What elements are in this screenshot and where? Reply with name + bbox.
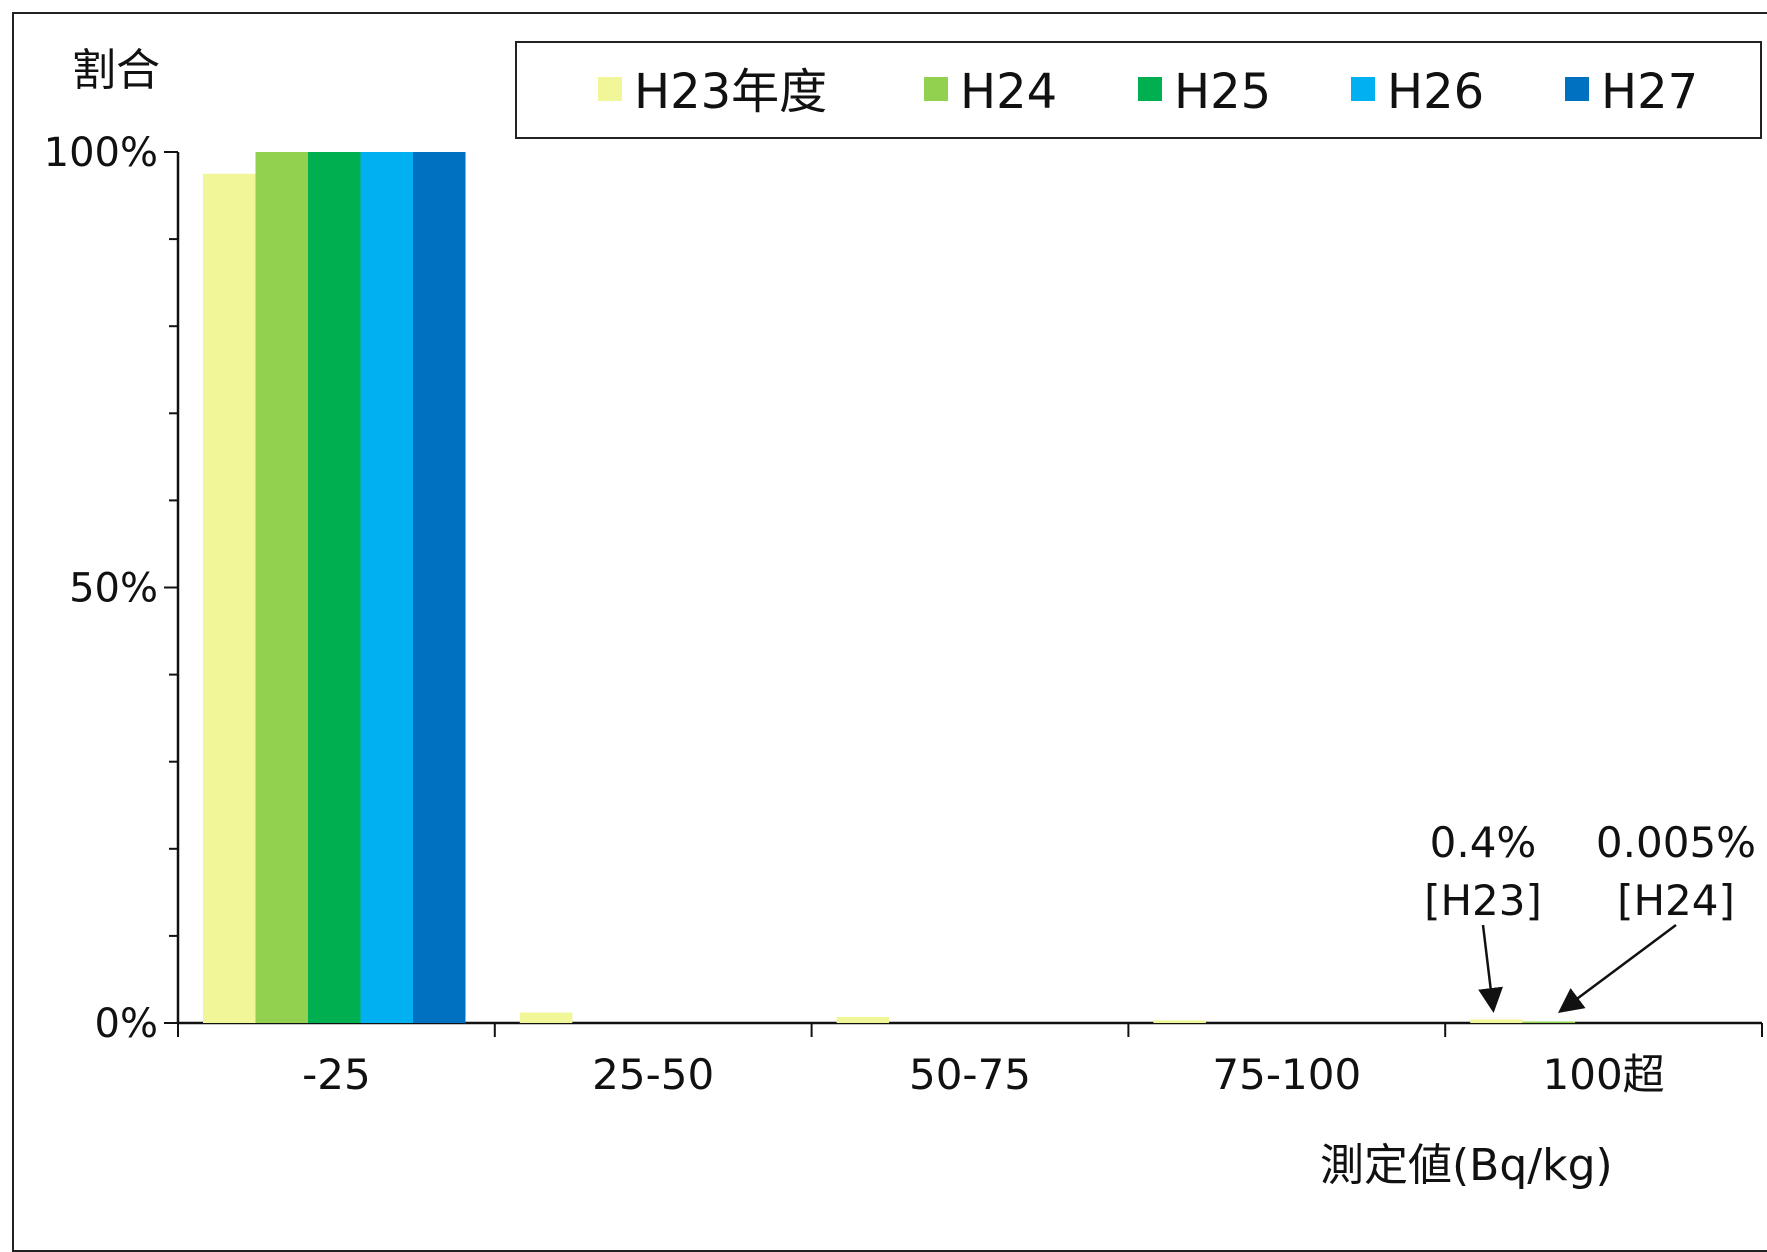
annotation-h23-arrow <box>1478 924 1504 1013</box>
bar <box>1522 1021 1576 1023</box>
x-axis-title: 測定値(Bq/kg) <box>1320 1140 1613 1191</box>
bar <box>836 1016 890 1023</box>
legend-label: H25 <box>1174 64 1271 120</box>
bar <box>255 152 308 1023</box>
bar <box>360 152 413 1023</box>
x-category-label: 50-75 <box>909 1050 1031 1099</box>
y-tick-label: 0% <box>95 1001 158 1047</box>
bar <box>1470 1019 1523 1023</box>
x-category-label: 75-100 <box>1212 1050 1361 1099</box>
legend-label: H26 <box>1387 64 1484 120</box>
bar <box>203 173 256 1023</box>
legend-swatch <box>598 77 622 101</box>
legend-swatch <box>924 77 948 101</box>
annotations: 0.4% [H23] 0.005% [H24] <box>1424 818 1756 1013</box>
legend-swatch <box>1138 77 1162 101</box>
legend-swatch <box>1351 77 1375 101</box>
legend-label: H23年度 <box>634 64 827 120</box>
bar <box>1153 1020 1206 1023</box>
annotation-h24-value: 0.005% <box>1596 818 1756 867</box>
y-ticks: 0% 50% 100% <box>44 130 158 1047</box>
annotation-h24-label: [H24] <box>1617 876 1735 925</box>
x-category-label: 100超 <box>1543 1050 1665 1099</box>
bar <box>413 152 466 1023</box>
y-tick-label: 100% <box>44 130 158 176</box>
x-categories: -25 25-50 50-75 75-100 100超 <box>302 1050 1665 1099</box>
bar-chart: 割合 H23年度 H24 H25 H26 H27 0% 50% 100% -25 25-50 5… <box>44 41 1763 1191</box>
bar <box>519 1012 573 1023</box>
legend: H23年度 H24 H25 H26 H27 <box>515 41 1762 139</box>
annotation-h23-label: [H23] <box>1424 876 1542 925</box>
x-category-label: -25 <box>302 1050 371 1099</box>
legend-swatch <box>1565 77 1589 101</box>
legend-label: H27 <box>1601 64 1698 120</box>
annotation-h23-value: 0.4% <box>1430 818 1537 867</box>
bars <box>203 152 1576 1023</box>
x-category-label: 25-50 <box>592 1050 714 1099</box>
legend-label: H24 <box>960 64 1057 120</box>
y-axis-title: 割合 <box>72 45 160 96</box>
y-tick-label: 50% <box>69 566 158 612</box>
annotation-h24-arrow <box>1557 923 1677 1013</box>
bar <box>308 152 361 1023</box>
